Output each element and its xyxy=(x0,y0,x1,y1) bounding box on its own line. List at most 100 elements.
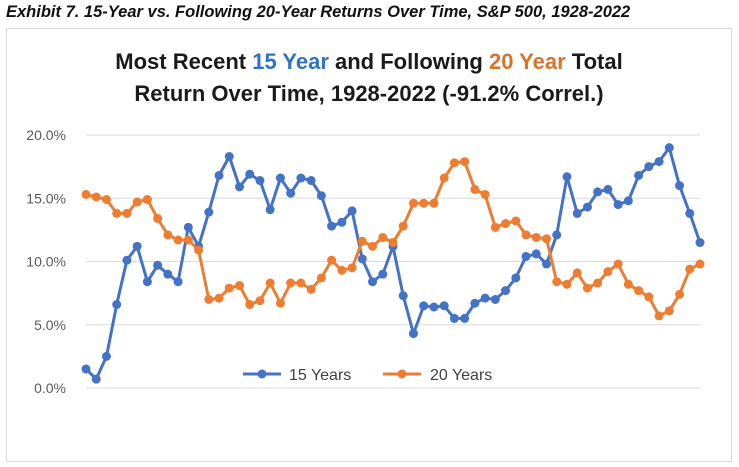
data-point xyxy=(122,255,132,265)
legend-label-15-years: 15 Years xyxy=(289,367,351,384)
data-point xyxy=(572,208,582,218)
data-point xyxy=(521,251,531,261)
data-point xyxy=(613,259,623,269)
data-point xyxy=(153,213,163,223)
data-point xyxy=(245,300,255,310)
data-point xyxy=(398,291,408,301)
data-point xyxy=(654,311,664,321)
data-point xyxy=(572,268,582,278)
title-text-5: Total xyxy=(565,49,623,74)
data-point xyxy=(357,236,367,246)
data-point xyxy=(132,241,142,251)
data-point xyxy=(265,205,275,215)
data-point xyxy=(183,235,193,245)
data-point xyxy=(552,277,562,287)
data-point xyxy=(81,364,91,374)
data-point xyxy=(470,298,480,308)
data-point xyxy=(142,277,152,287)
data-point xyxy=(81,189,91,199)
y-tick-label: 5.0% xyxy=(34,317,66,333)
data-point xyxy=(286,188,296,198)
data-point xyxy=(511,216,521,226)
data-point xyxy=(419,198,429,208)
data-point xyxy=(327,221,337,231)
data-point xyxy=(275,173,285,183)
data-point xyxy=(675,289,685,299)
data-point xyxy=(695,238,705,248)
y-tick-label: 10.0% xyxy=(26,254,66,270)
y-tick-label: 20.0% xyxy=(26,127,66,143)
data-point xyxy=(378,232,388,242)
data-point xyxy=(388,238,398,248)
data-point xyxy=(347,206,357,216)
data-point xyxy=(593,278,603,288)
data-point xyxy=(368,241,378,251)
data-point xyxy=(490,222,500,232)
data-point xyxy=(562,172,572,182)
data-point xyxy=(296,278,306,288)
data-point xyxy=(644,292,654,302)
data-point xyxy=(562,279,572,289)
data-point xyxy=(654,157,664,167)
data-point xyxy=(91,374,101,384)
data-point xyxy=(101,195,111,205)
data-point xyxy=(408,329,418,339)
data-point xyxy=(439,173,449,183)
series-line-15-years xyxy=(84,146,702,381)
data-point xyxy=(695,259,705,269)
data-point xyxy=(460,313,470,323)
data-point xyxy=(101,351,111,361)
chart-frame xyxy=(6,28,732,462)
data-point xyxy=(337,217,347,227)
data-point xyxy=(552,230,562,240)
data-point xyxy=(664,306,674,316)
data-point xyxy=(204,207,214,217)
data-point xyxy=(296,173,306,183)
data-point xyxy=(214,293,224,303)
data-point xyxy=(163,269,173,279)
data-point xyxy=(112,300,122,310)
data-point xyxy=(398,221,408,231)
data-point xyxy=(531,232,541,242)
data-point xyxy=(245,169,255,179)
data-point xyxy=(224,152,234,162)
data-point xyxy=(634,170,644,180)
data-point xyxy=(429,302,439,312)
chart-title-line-1: Most Recent 15 Year and Following 20 Yea… xyxy=(6,46,732,78)
data-point xyxy=(327,255,337,265)
title-text-15-year: 15 Year xyxy=(252,49,329,74)
data-point xyxy=(91,192,101,202)
data-point xyxy=(470,184,480,194)
data-point xyxy=(368,277,378,287)
data-point xyxy=(194,245,204,255)
y-tick-label: 0.0% xyxy=(34,380,66,396)
data-point xyxy=(582,283,592,293)
data-point xyxy=(419,301,429,311)
data-point xyxy=(132,197,142,207)
data-point xyxy=(634,286,644,296)
data-point xyxy=(255,176,265,186)
data-point xyxy=(449,313,459,323)
data-point xyxy=(480,293,490,303)
data-point xyxy=(316,191,326,201)
data-point xyxy=(173,277,183,287)
data-point xyxy=(357,254,367,264)
data-point xyxy=(306,176,316,186)
data-point xyxy=(593,187,603,197)
data-point xyxy=(337,265,347,275)
data-point xyxy=(685,264,695,274)
data-point xyxy=(675,181,685,191)
data-point xyxy=(501,219,511,229)
chart-title: Most Recent 15 Year and Following 20 Yea… xyxy=(6,46,732,110)
data-point xyxy=(265,278,275,288)
data-point xyxy=(439,301,449,311)
legend-label-20-years: 20 Years xyxy=(430,367,492,384)
data-point xyxy=(490,294,500,304)
data-point xyxy=(224,283,234,293)
data-point xyxy=(664,143,674,153)
title-text-20-year: 20 Year xyxy=(488,49,566,74)
title-text-1: Most Recent xyxy=(115,49,253,74)
data-point xyxy=(153,260,163,270)
data-point xyxy=(603,184,613,194)
